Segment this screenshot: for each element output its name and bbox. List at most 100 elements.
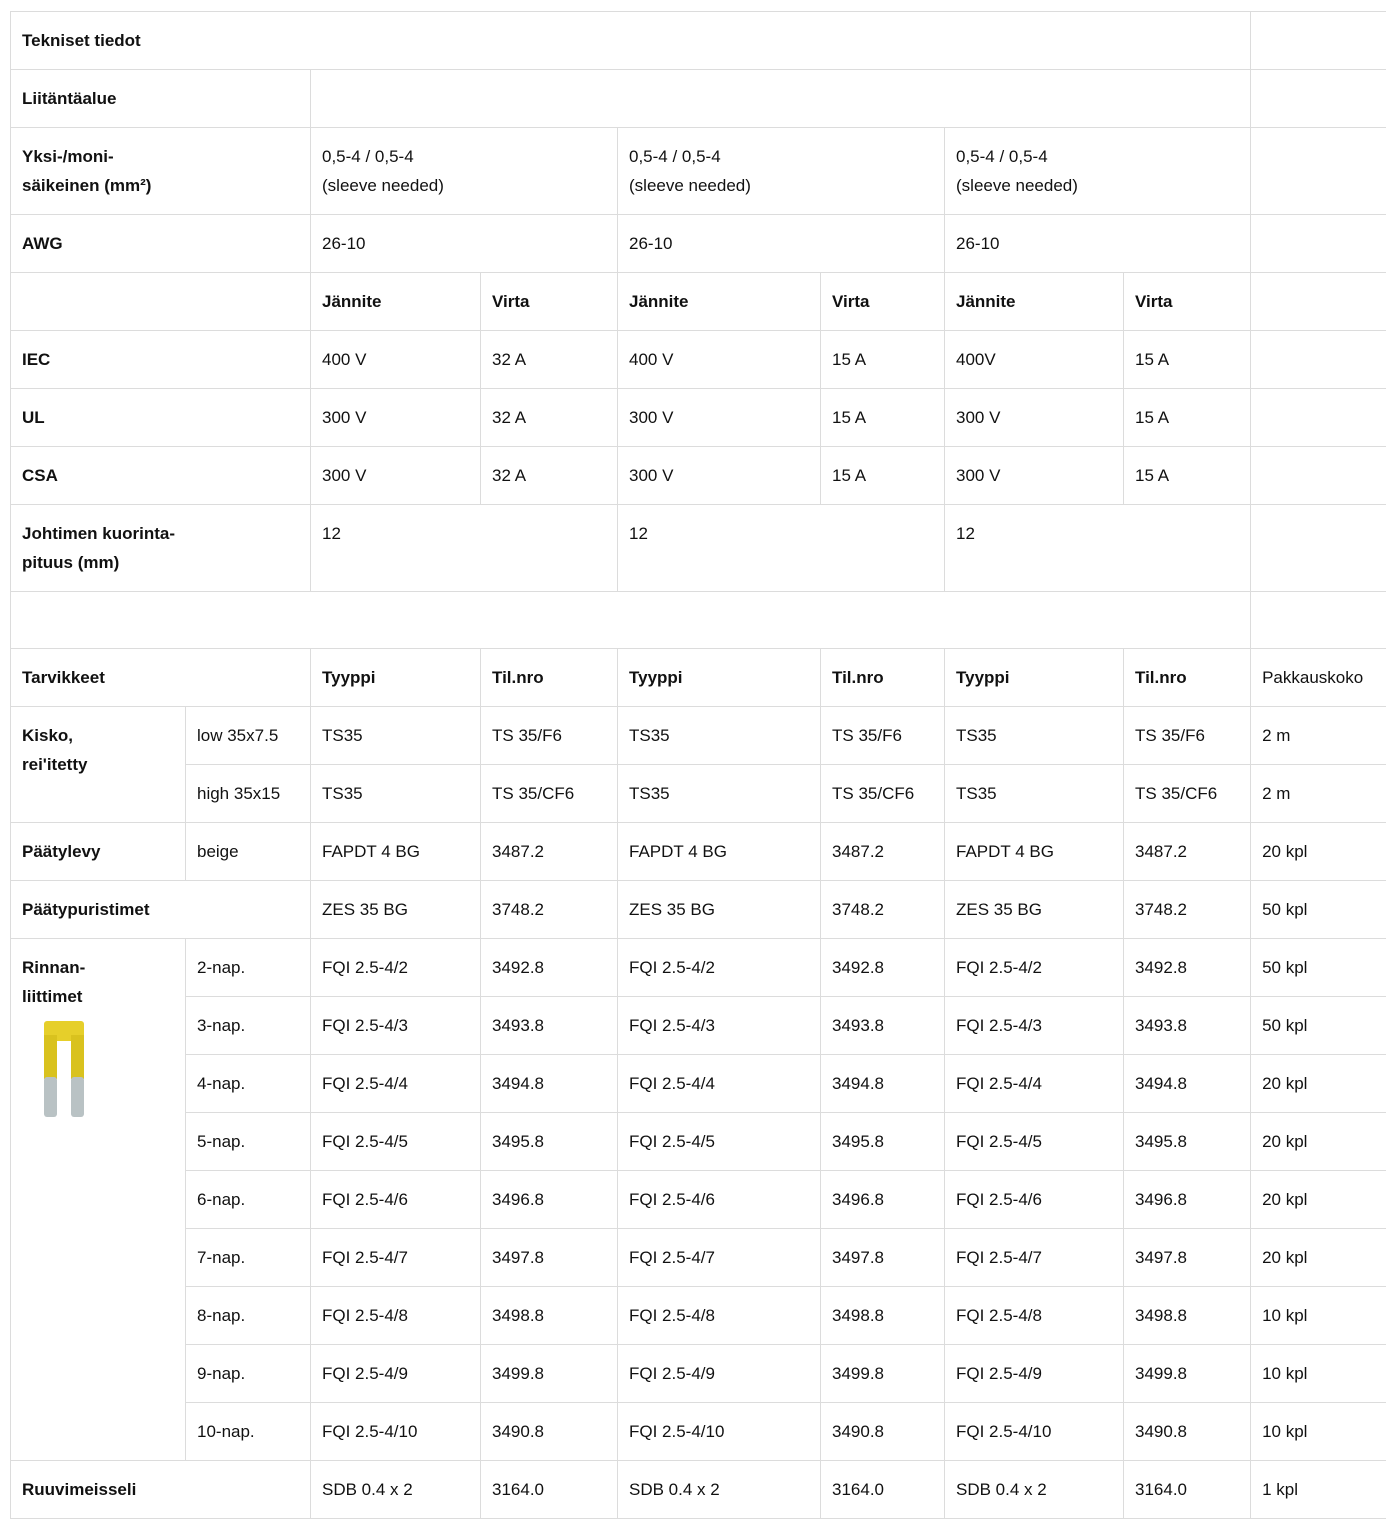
table-cell: TS35 [945, 706, 1124, 764]
table-cell: 3490.8 [481, 1402, 618, 1460]
table-cell: ZES 35 BG [945, 880, 1124, 938]
table-cell: 400V [945, 331, 1124, 389]
table-cell: 50 kpl [1251, 938, 1386, 996]
table-cell: 20 kpl [1251, 1170, 1386, 1228]
table-cell: 3487.2 [481, 822, 618, 880]
table-cell: FQI 2.5-4/8 [945, 1286, 1124, 1344]
table-cell: Tarvikkeet [11, 648, 311, 706]
table-cell: 3494.8 [821, 1054, 945, 1112]
table-cell: 400 V [311, 331, 481, 389]
table-cell: 20 kpl [1251, 1112, 1386, 1170]
table-cell: 50 kpl [1251, 880, 1386, 938]
table-cell: FQI 2.5-4/2 [311, 938, 481, 996]
table-cell: FQI 2.5-4/10 [945, 1402, 1124, 1460]
table-cell: 3496.8 [1124, 1170, 1251, 1228]
table-cell: 50 kpl [1251, 996, 1386, 1054]
table-cell: 300 V [618, 389, 821, 447]
table-cell: 0,5-4 / 0,5-4 (sleeve needed) [945, 128, 1251, 215]
table-cell: 300 V [618, 447, 821, 505]
table-cell: Päätypuristimet [11, 880, 311, 938]
table-cell: 3494.8 [481, 1054, 618, 1112]
table-cell: 0,5-4 / 0,5-4 (sleeve needed) [618, 128, 945, 215]
table-cell: 3164.0 [481, 1460, 618, 1518]
table-cell: 3164.0 [1124, 1460, 1251, 1518]
table-cell: 15 A [821, 389, 945, 447]
table-cell: 5-nap. [186, 1112, 311, 1170]
table-cell: 3495.8 [821, 1112, 945, 1170]
table-cell: 3494.8 [1124, 1054, 1251, 1112]
table-cell: 300 V [311, 447, 481, 505]
table-cell: TS 35/CF6 [1124, 764, 1251, 822]
table-cell: 4-nap. [186, 1054, 311, 1112]
table-cell: 3498.8 [481, 1286, 618, 1344]
table-cell: FQI 2.5-4/7 [618, 1228, 821, 1286]
table-cell: Pakkauskoko [1251, 648, 1386, 706]
table-cell: AWG [11, 215, 311, 273]
table-cell: 12 [945, 505, 1251, 592]
page: {"table": {"rows": [ ["Tekniset tiedot"]… [0, 0, 1386, 1482]
table-cell: Rinnan- liittimet [11, 938, 186, 1460]
empty-cell [1251, 447, 1386, 505]
table-cell: 15 A [821, 331, 945, 389]
table-cell: 3-nap. [186, 996, 311, 1054]
table-cell: UL [11, 389, 311, 447]
table-cell: FQI 2.5-4/2 [618, 938, 821, 996]
table-cell: FQI 2.5-4/6 [311, 1170, 481, 1228]
table-cell: low 35x7.5 [186, 706, 311, 764]
table-cell: 2 m [1251, 764, 1386, 822]
table-cell: 2-nap. [186, 938, 311, 996]
table-cell: 3499.8 [1124, 1344, 1251, 1402]
table-cell: 3495.8 [481, 1112, 618, 1170]
table-cell: 3492.8 [481, 938, 618, 996]
table-cell: TS 35/F6 [1124, 706, 1251, 764]
table-cell: 12 [311, 505, 618, 592]
table-cell: 3490.8 [1124, 1402, 1251, 1460]
table-cell: 3499.8 [481, 1344, 618, 1402]
table-cell: 300 V [945, 447, 1124, 505]
table-cell: 10-nap. [186, 1402, 311, 1460]
table-cell: FQI 2.5-4/4 [945, 1054, 1124, 1112]
table-cell: 2 m [1251, 706, 1386, 764]
empty-cell [11, 273, 311, 331]
table-cell: FQI 2.5-4/8 [311, 1286, 481, 1344]
table-cell: 3490.8 [821, 1402, 945, 1460]
table-cell: 3495.8 [1124, 1112, 1251, 1170]
table-row: Liitäntäalue [11, 70, 1386, 128]
empty-cell [1251, 215, 1386, 273]
table-cell: TS35 [311, 764, 481, 822]
table-cell: 32 A [481, 331, 618, 389]
table-cell: FQI 2.5-4/5 [945, 1112, 1124, 1170]
table-cell: FQI 2.5-4/7 [311, 1228, 481, 1286]
table-cell: TS 35/CF6 [481, 764, 618, 822]
table-cell: FQI 2.5-4/3 [618, 996, 821, 1054]
table-cell: Virta [1124, 273, 1251, 331]
empty-cell [1251, 128, 1386, 215]
table-cell: 26-10 [945, 215, 1251, 273]
table-cell: 15 A [1124, 331, 1251, 389]
table-cell: Päätylevy [11, 822, 186, 880]
table-cell: 3493.8 [821, 996, 945, 1054]
table-cell: FAPDT 4 BG [945, 822, 1124, 880]
table-cell: 3748.2 [1124, 880, 1251, 938]
table-cell: SDB 0.4 x 2 [311, 1460, 481, 1518]
table-row: Tekniset tiedot [11, 12, 1386, 70]
table-cell: 3498.8 [821, 1286, 945, 1344]
table-cell: IEC [11, 331, 311, 389]
table-cell: Virta [821, 273, 945, 331]
table-cell: 20 kpl [1251, 822, 1386, 880]
table-row: Yksi-/moni- säikeinen (mm²)0,5-4 / 0,5-4… [11, 128, 1386, 215]
table-cell: beige [186, 822, 311, 880]
table-cell: 3487.2 [821, 822, 945, 880]
table-cell: FQI 2.5-4/9 [945, 1344, 1124, 1402]
table-cell: Tyyppi [945, 648, 1124, 706]
empty-cell [1251, 70, 1386, 128]
empty-cell [1251, 592, 1386, 649]
